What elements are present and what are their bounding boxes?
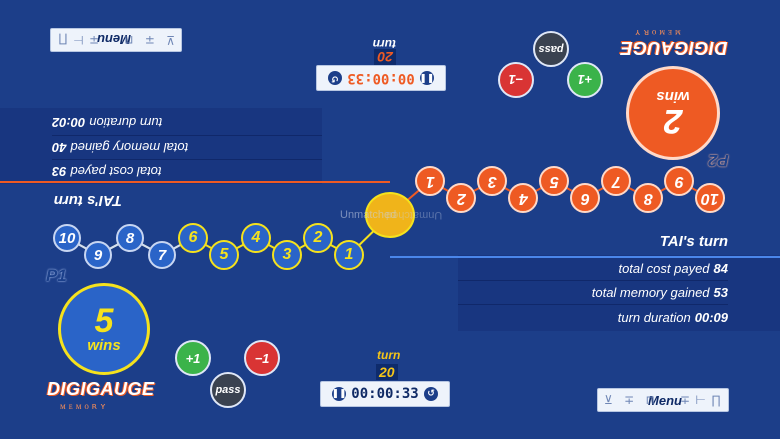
p1-node-1[interactable]: 1 [334, 240, 364, 270]
p2-wins-count: 2 [663, 102, 683, 140]
p1-stat-duration-value: 00:09 [694, 309, 728, 325]
p1-label: P1 [46, 266, 67, 285]
p2-node-4-label: 4 [518, 190, 528, 207]
p1-wins-circle: 5 wins [58, 283, 150, 375]
p1-stat-duration: turn duration 00:09 [458, 305, 728, 329]
p2-logo-sub: ᴍᴇᴍᴏʀʏ [632, 27, 681, 37]
p1-node-10[interactable]: 10 [53, 224, 81, 252]
p1-stat-cost: total cost payed 84 [458, 257, 728, 281]
p2-wins-circle: 2 wins [626, 66, 720, 160]
p1-node-3[interactable]: 3 [272, 240, 302, 270]
p2-node-7[interactable]: 7 [601, 166, 631, 196]
p2-node-10[interactable]: 10 [695, 183, 725, 213]
p2-pass-button[interactable]: pass [533, 31, 569, 67]
reset-icon[interactable]: ↺ [424, 387, 438, 401]
p1-divider-line [390, 256, 780, 258]
p2-node-1[interactable]: 1 [415, 166, 445, 196]
p1-node-5[interactable]: 5 [209, 240, 239, 270]
menu-glyphs-icon: ⊻ ∓ ⊓ [120, 33, 175, 47]
p2-node-9[interactable]: 9 [664, 166, 694, 196]
p2-node-3[interactable]: 3 [477, 166, 507, 196]
p1-turn-label: turn [377, 348, 401, 362]
p1-node-7[interactable]: 7 [148, 241, 176, 269]
p2-node-7-label: 7 [611, 173, 621, 190]
p1-stat-cost-value: 84 [713, 261, 728, 276]
p2-timer-value: 00:00:33 [347, 70, 415, 86]
p1-node-6[interactable]: 6 [178, 223, 208, 253]
p1-status: TAI's turn [659, 233, 728, 250]
p1-pass-button[interactable]: pass [210, 372, 246, 408]
p2-divider-line [0, 181, 390, 183]
p2-stats-band [0, 108, 322, 184]
p1-stat-memory-label: total memory gained [591, 285, 710, 300]
p1-stat-duration-label: turn duration [617, 309, 691, 325]
p1-menu-button[interactable]: ⊻ ∓ ⊓ Menu ∓ ⊢ ∏ [597, 388, 729, 412]
p1-wins-label: wins [87, 337, 121, 354]
p1-node-2[interactable]: 2 [303, 223, 333, 253]
p2-node-3-label: 3 [487, 173, 497, 190]
p2-node-10-label: 10 [701, 190, 719, 207]
p2-node-5[interactable]: 5 [539, 166, 569, 196]
p2-node-2[interactable]: 2 [446, 183, 476, 213]
p2-node-8[interactable]: 8 [633, 183, 663, 213]
p1-minus-button[interactable]: −1 [244, 340, 280, 376]
p2-node-9-label: 9 [674, 173, 684, 190]
p1-stat-cost-label: total cost payed [618, 261, 710, 276]
p1-timer-value: 00:00:33 [351, 386, 419, 402]
p2-plus-button[interactable]: +1 [567, 62, 603, 98]
p2-node-5-label: 5 [549, 173, 559, 190]
p2-logo: DIGIGAUGE [620, 38, 728, 58]
p1-turn-number: 20 [376, 364, 398, 380]
pause-icon[interactable]: ❚❚ [419, 71, 435, 85]
p2-node-8-label: 8 [643, 190, 653, 207]
p1-timer: ❚❚ 00:00:33 ↺ [320, 381, 450, 407]
center-label-mirror: Unmatched [386, 209, 443, 221]
p2-node-1-label: 1 [425, 173, 435, 190]
p2-node-2-label: 2 [456, 190, 466, 207]
pause-icon[interactable]: ❚❚ [331, 387, 347, 401]
p2-wins-label: wins [656, 88, 690, 105]
p1-logo-sub: ᴍᴇᴍᴏʀʏ [60, 402, 109, 412]
center-marker [365, 192, 415, 238]
p1-plus-button[interactable]: +1 [175, 340, 211, 376]
p2-timer: ❚❚ 00:00:33 ↺ [316, 65, 446, 91]
p2-label: P2 [708, 151, 729, 170]
p1-stat-memory-value: 53 [713, 285, 728, 300]
menu-glyphs-icon: ∓ ⊢ ∏ [679, 393, 722, 407]
p1-node-9[interactable]: 9 [84, 241, 112, 269]
p1-node-8[interactable]: 8 [116, 224, 144, 252]
center-label: Unmatched [340, 209, 397, 221]
p1-stat-memory: total memory gained 53 [458, 281, 728, 305]
p2-node-4[interactable]: 4 [508, 183, 538, 213]
reset-icon[interactable]: ↺ [328, 71, 342, 85]
menu-glyphs-icon: ∓ ⊢ ∏ [57, 33, 100, 47]
p2-node-6-label: 6 [580, 190, 590, 207]
p2-minus-button[interactable]: −1 [498, 62, 534, 98]
p2-turn-number: 20 [374, 49, 396, 65]
menu-glyphs-icon: ⊻ ∓ ⊓ [604, 393, 659, 407]
p2-node-6[interactable]: 6 [570, 183, 600, 213]
p1-menu-label: Menu [648, 392, 682, 408]
p1-node-4[interactable]: 4 [241, 223, 271, 253]
p1-logo: DIGIGAUGE [47, 379, 155, 399]
p1-stats-band [458, 255, 780, 331]
p1-wins-count: 5 [94, 302, 114, 340]
p2-turn-group: turn 20 ❚❚ 00:00:33 ↺ [316, 31, 446, 91]
p2-menu-button[interactable]: ⊻ ∓ ⊓ Menu ∓ ⊢ ∏ [50, 28, 182, 52]
